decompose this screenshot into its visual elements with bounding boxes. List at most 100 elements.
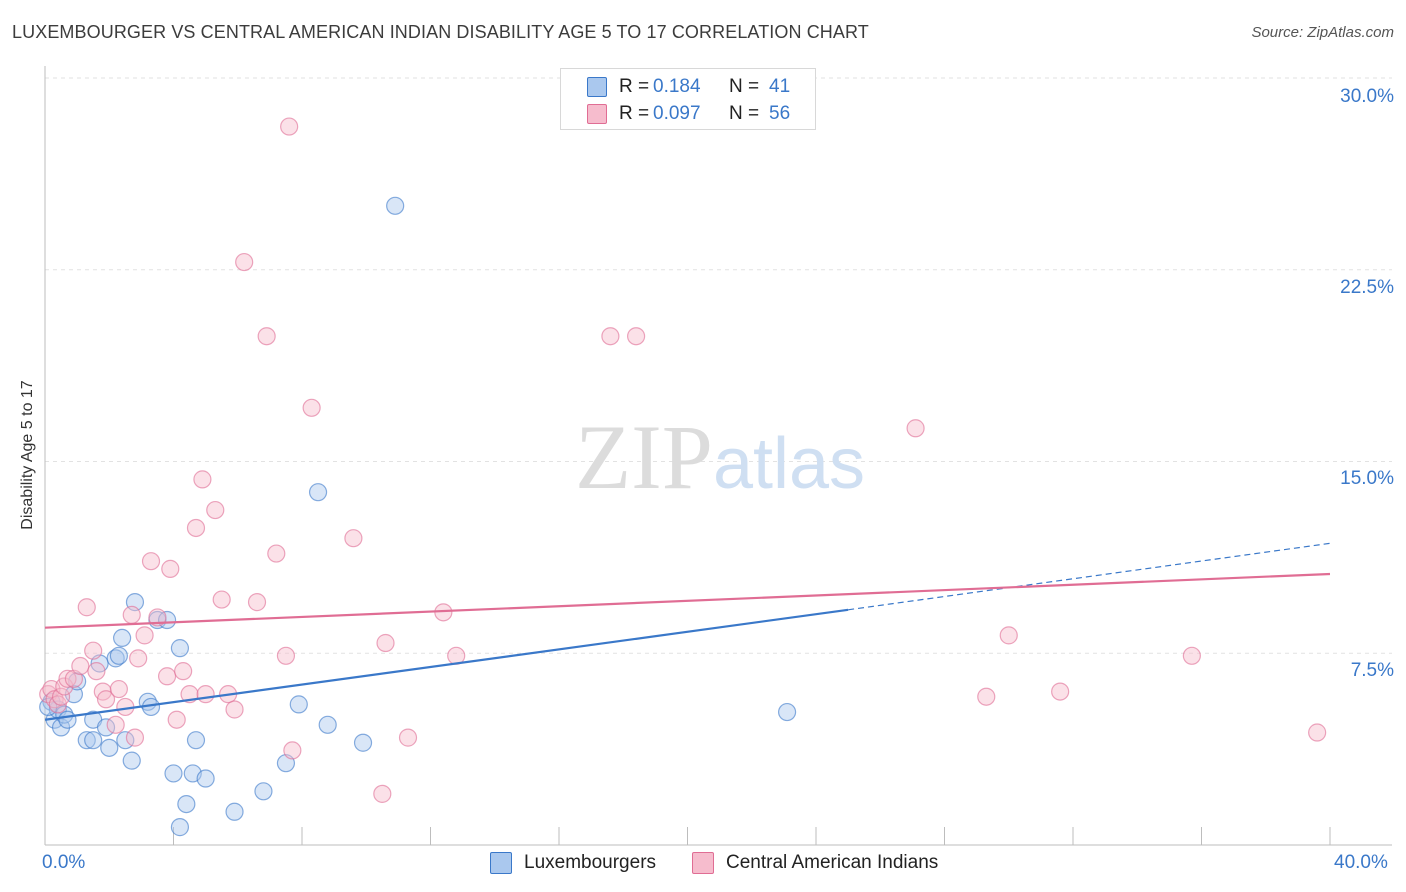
central-american-indians-legend-swatch — [692, 852, 714, 874]
central-american-indian-point — [344, 529, 363, 548]
central-american-indians-trend-line — [44, 572, 1331, 629]
central-american-indian-point — [398, 728, 418, 747]
central-american-indian-point — [257, 327, 276, 346]
central-american-indian-point — [280, 117, 299, 136]
central-american-indian-point — [84, 641, 103, 660]
central-american-indian-point — [373, 784, 392, 803]
n-value: 56 — [769, 103, 791, 124]
legend-luxembourgers: Luxembourgers — [490, 852, 656, 874]
central-american-indian-point — [125, 728, 145, 747]
luxembourger-point — [386, 196, 405, 215]
central-american-indian-point — [196, 685, 215, 704]
grid-lines — [45, 77, 1392, 654]
luxembourger-point — [318, 715, 337, 734]
luxembourgers-swatch — [587, 77, 607, 97]
central-american-indian-point — [148, 608, 167, 627]
luxembourger-point — [170, 818, 190, 837]
luxembourger-point — [77, 731, 96, 750]
central-american-indian-point — [376, 633, 395, 653]
y-tick-15: 15.0% — [1340, 468, 1394, 489]
central-american-indian-point — [122, 605, 141, 625]
central-american-indian-point — [977, 687, 996, 706]
central-american-indian-point — [1051, 682, 1070, 701]
central-american-indian-point — [601, 327, 620, 346]
central-american-indian-point — [1182, 646, 1201, 665]
y-tick-7-5: 7.5% — [1350, 660, 1394, 681]
luxembourger-point — [100, 738, 119, 757]
luxembourger-point — [112, 628, 132, 648]
central-american-indian-point — [135, 626, 154, 645]
luxembourger-point — [164, 764, 183, 783]
central-american-indian-point — [129, 649, 148, 668]
luxembourger-point — [84, 731, 103, 750]
source-label: Source: ZipAtlas.com — [1251, 24, 1394, 41]
central-american-indian-point — [174, 662, 193, 681]
central-american-indians-swatch — [587, 104, 607, 124]
central-american-indian-point — [109, 679, 128, 699]
central-american-indians-legend-label: Central American Indians — [726, 852, 939, 873]
central-american-indian-point — [87, 662, 106, 681]
y-tick-22-5: 22.5% — [1340, 277, 1394, 298]
central-american-indian-point — [141, 552, 161, 571]
luxembourger-point — [254, 782, 273, 801]
n-label: N = — [729, 103, 760, 124]
central-american-indian-point — [302, 398, 321, 417]
central-american-indian-point — [186, 518, 206, 538]
chart-title: LUXEMBOURGER VS CENTRAL AMERICAN INDIAN … — [12, 22, 869, 42]
luxembourgers-trend-line — [44, 608, 849, 721]
watermark: ZIPatlas — [575, 406, 865, 508]
luxembourger-point — [122, 751, 141, 770]
central-american-indian-point — [96, 690, 116, 709]
luxembourger-point — [225, 802, 244, 821]
luxembourger-point — [777, 702, 797, 722]
central-american-indian-point — [58, 669, 77, 688]
central-american-indian-point — [1308, 723, 1327, 742]
central-american-indian-point — [906, 419, 925, 438]
correlation-legend: R = 0.184 N = 41 R = 0.097 N = 56 — [560, 68, 816, 130]
r-value: 0.184 — [653, 76, 701, 97]
luxembourger-point — [353, 733, 373, 752]
luxembourger-point — [55, 705, 74, 724]
r-label: R = — [619, 76, 650, 97]
n-label: N = — [729, 76, 760, 97]
central-american-indian-point — [999, 626, 1018, 645]
central-american-indian-point — [51, 687, 71, 706]
central-american-indian-point — [225, 700, 244, 719]
central-american-indian-point — [206, 500, 225, 520]
central-american-indian-point — [267, 544, 286, 563]
luxembourgers-legend-label: Luxembourgers — [524, 852, 657, 873]
luxembourgers-trend-extension — [848, 542, 1331, 611]
central-american-indian-point — [193, 470, 212, 489]
trend-lines — [44, 542, 1331, 721]
luxembourger-point — [58, 710, 77, 729]
central-american-indian-point — [283, 741, 302, 760]
central-american-indian-point — [626, 327, 646, 346]
n-value: 41 — [769, 76, 791, 97]
y-tick-30: 30.0% — [1340, 86, 1394, 107]
central-american-indian-point — [235, 252, 254, 272]
luxembourger-point — [308, 483, 328, 502]
x-tick-max: 40.0% — [1334, 852, 1388, 873]
central-american-indian-point — [276, 646, 296, 665]
central-american-indian-point — [77, 598, 96, 617]
central-american-indian-point — [161, 559, 180, 578]
central-american-indian-point — [71, 656, 90, 676]
central-american-indian-point — [247, 593, 267, 612]
legend-central-american-indians: Central American Indians — [692, 852, 938, 874]
luxembourger-point — [186, 731, 206, 750]
central-american-indian-point — [212, 590, 231, 609]
luxembourger-point — [106, 649, 125, 668]
luxembourger-point — [177, 794, 196, 814]
r-value: 0.097 — [653, 103, 701, 124]
luxembourger-point — [289, 695, 308, 714]
luxembourger-point — [196, 769, 215, 788]
data-points — [39, 117, 1327, 837]
x-tick-min: 0.0% — [42, 852, 86, 873]
luxembourger-point — [170, 639, 190, 658]
legend-row-luxembourgers: R = 0.184 N = 41 — [587, 75, 790, 99]
r-label: R = — [619, 103, 650, 124]
central-american-indian-point — [106, 715, 125, 734]
central-american-indian-point — [167, 710, 186, 729]
luxembourgers-legend-swatch — [490, 852, 512, 874]
